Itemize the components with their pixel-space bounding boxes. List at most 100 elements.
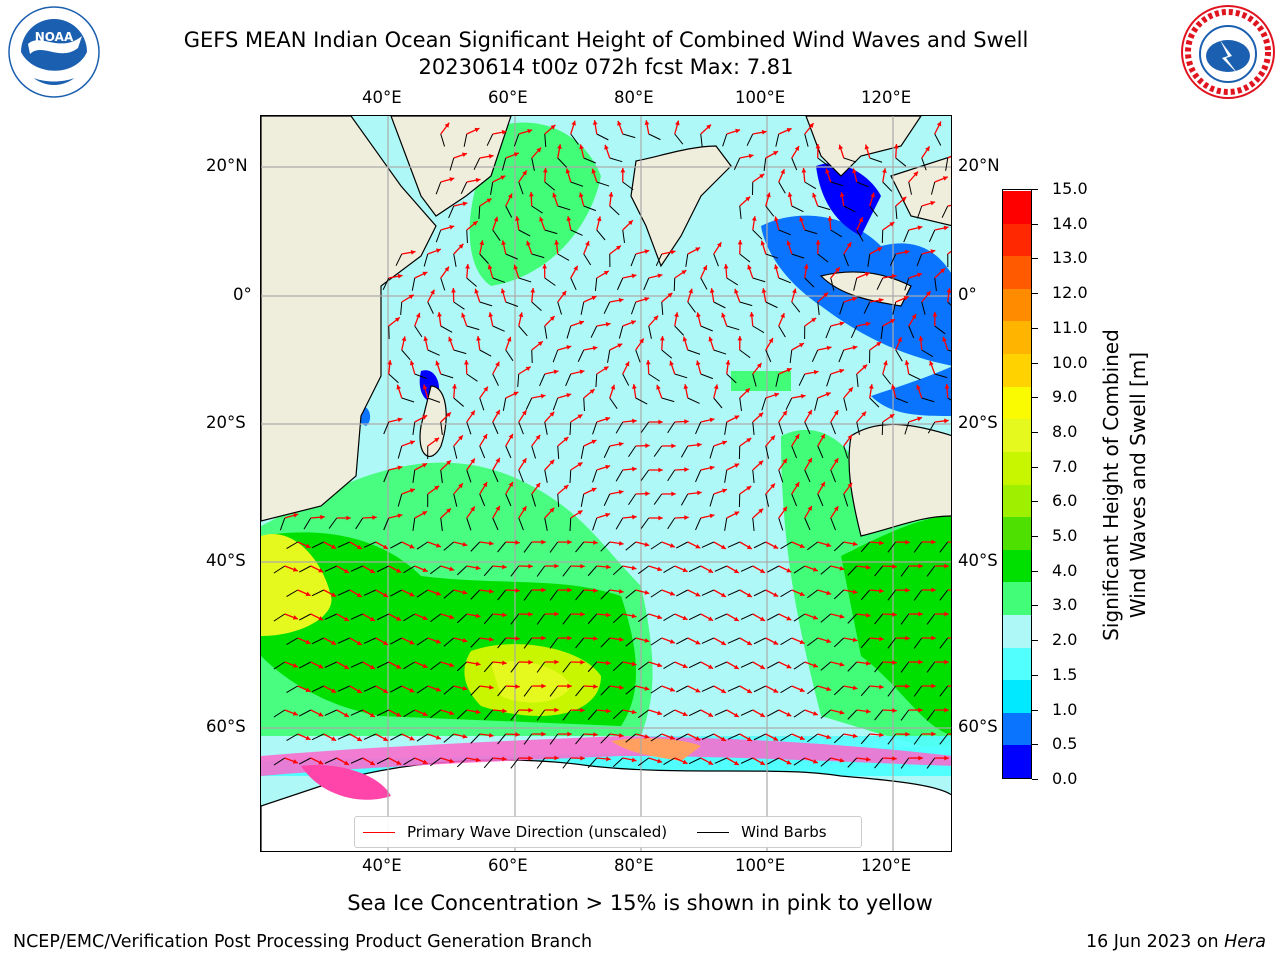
wind-barb (939, 637, 949, 649)
wind-barb (887, 637, 897, 649)
wave-arrow-head (515, 540, 520, 545)
wave-arrow-head (794, 434, 800, 440)
wave-arrow-head (397, 465, 403, 471)
lon-tick-top-120E: 120°E (861, 88, 912, 107)
wind-barb (324, 613, 337, 620)
wind-barb (497, 685, 507, 697)
wind-barb (667, 421, 676, 434)
wave-arrow-head (472, 221, 478, 226)
wind-barb (700, 373, 714, 380)
wave-arrow-head (567, 587, 572, 593)
wave-arrow-head (669, 639, 675, 644)
wave-arrow-head (605, 416, 611, 422)
wind-barb (793, 709, 806, 718)
wave-arrow-head (571, 120, 576, 126)
wind-barb (793, 613, 806, 622)
wave-arrow-head (695, 688, 701, 693)
wave-arrow-head (761, 288, 767, 293)
wave-arrow-head (918, 755, 923, 761)
wave-arrow-head (396, 664, 402, 669)
wave-arrow-head (708, 664, 714, 669)
wind-barb (687, 397, 700, 404)
wind-barb (403, 757, 416, 766)
lat-tick-left-20S: 20°S (206, 413, 246, 432)
wave-arrow-head (580, 611, 585, 617)
wave-arrow-head (577, 510, 583, 515)
wind-barb (724, 517, 728, 531)
wave-arrow-head (632, 418, 637, 424)
wave-arrow-head (787, 192, 793, 197)
wave-arrow-head (889, 222, 895, 227)
wind-barb (680, 493, 689, 506)
wave-arrow-head (766, 192, 771, 198)
wind-barb (390, 733, 402, 741)
wind-barb (701, 733, 714, 740)
wind-barb (479, 493, 486, 507)
wind-barb (926, 709, 936, 721)
colorbar-tick-label: 5.0 (1052, 526, 1078, 546)
wave-arrow-head (475, 709, 481, 715)
wave-arrow-head (462, 589, 468, 595)
wave-arrow-head (669, 735, 675, 740)
wind-barb (440, 469, 443, 483)
wave-arrow-head (552, 192, 557, 198)
colorbar-segment (1003, 288, 1031, 322)
wind-barb (701, 541, 714, 548)
wave-arrow-head (580, 707, 585, 713)
wind-barb (376, 661, 389, 669)
wind-barb (580, 301, 585, 315)
wind-barb (833, 637, 845, 648)
wave-arrow-head (579, 320, 584, 326)
wave-arrow-head (577, 462, 583, 467)
wind-barb (709, 445, 715, 459)
wind-barb (676, 685, 688, 693)
wave-arrow-head (644, 296, 650, 302)
wave-arrow-head (449, 758, 455, 764)
wind-barb (609, 205, 620, 216)
wave-arrow-head (437, 312, 442, 317)
wave-arrow-head (488, 684, 494, 690)
wave-arrow-head (507, 193, 513, 199)
wave-arrow-head (931, 683, 936, 689)
wave-arrow-head (897, 337, 902, 343)
wind-barb (479, 397, 485, 411)
wind-barb (473, 157, 481, 170)
wave-arrow-head (918, 659, 923, 665)
wave-arrow-head (759, 568, 765, 573)
wave-arrow-head (618, 297, 624, 303)
wave-arrow-head (561, 290, 567, 296)
wave-arrow-head (506, 336, 512, 342)
wind-barb (833, 733, 845, 744)
wave-arrow-head (356, 640, 362, 645)
wave-arrow-head (759, 173, 765, 179)
wave-arrow-head (495, 457, 500, 463)
wave-arrow-head (617, 120, 622, 126)
wave-arrow-head (435, 248, 441, 253)
wave-arrow-head (774, 392, 780, 398)
wind-barb (843, 205, 856, 213)
wind-barb (299, 757, 311, 765)
wind-barb (643, 277, 650, 291)
wind-barb (523, 637, 533, 649)
wave-arrow-head (369, 712, 375, 717)
wave-arrow-head (369, 760, 375, 765)
wave-arrow-head (606, 756, 611, 762)
colorbar-tick-label: 7.0 (1052, 456, 1078, 476)
wave-arrow-head (708, 568, 714, 573)
wind-barb (921, 349, 934, 358)
wave-arrow-head (501, 240, 506, 246)
wind-barb (616, 277, 624, 291)
wind-barb (895, 349, 903, 362)
colorbar-tick-mark (1032, 327, 1038, 329)
wind-barb (376, 613, 389, 621)
wind-barb (350, 661, 363, 668)
wind-barb (630, 253, 637, 267)
wave-arrow-head (397, 417, 403, 423)
wave-arrow-head (567, 683, 572, 689)
wave-arrow-head (683, 384, 689, 390)
wave-arrow-head (535, 482, 541, 488)
wave-arrow-head (475, 661, 481, 667)
wind-barb (557, 157, 568, 168)
wave-arrow-head (522, 170, 527, 176)
colorbar-tick-mark (1032, 223, 1038, 225)
